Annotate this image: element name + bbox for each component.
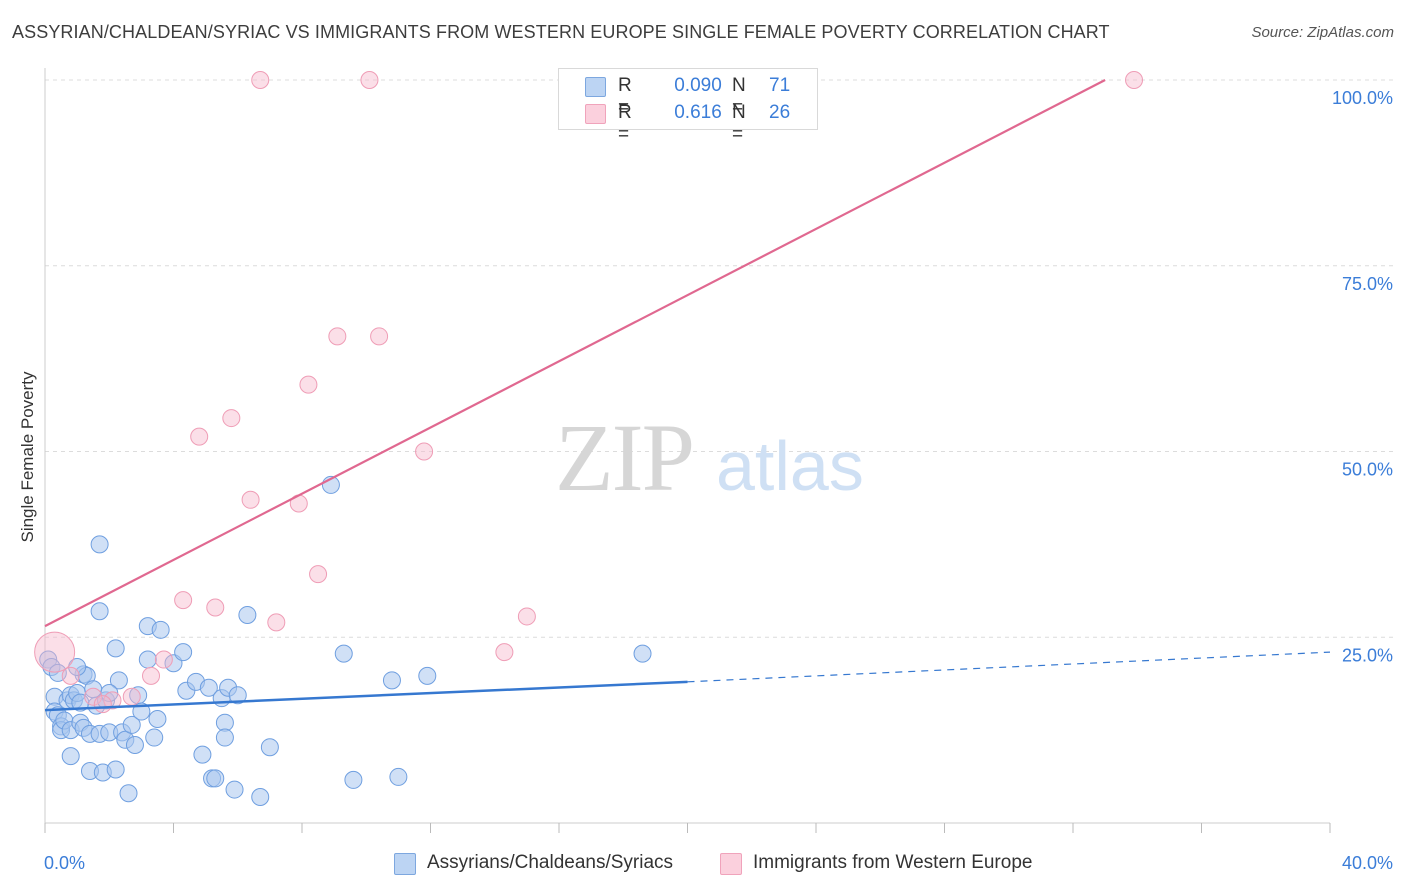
data-point-assyrian: [151, 620, 170, 639]
data-point-western-europe: [360, 71, 379, 89]
legend-n-value-western-europe: 26: [769, 102, 791, 123]
data-point-western-europe: [34, 631, 76, 673]
data-point-western-europe: [84, 687, 103, 706]
data-point-assyrian: [225, 780, 244, 799]
data-point-western-europe: [1125, 71, 1144, 89]
data-point-assyrian: [215, 728, 234, 747]
watermark-atlas: atlas: [716, 427, 864, 505]
data-point-assyrian: [389, 767, 408, 786]
data-point-assyrian: [228, 686, 247, 705]
data-point-assyrian: [90, 602, 109, 621]
data-point-assyrian: [418, 666, 437, 685]
data-point-western-europe: [61, 666, 80, 685]
trendline-western-europe: [44, 79, 1106, 628]
data-point-assyrian: [125, 735, 144, 754]
x-tick-label: 0.0%: [44, 853, 85, 873]
trendline-assyrian: [44, 680, 688, 712]
legend-r-value-assyrian: 0.090: [674, 75, 722, 96]
data-point-assyrian: [206, 769, 225, 788]
legend-n-label: N =: [732, 75, 746, 118]
data-point-western-europe: [495, 643, 514, 662]
legend-n-label: N =: [732, 102, 746, 145]
data-point-assyrian: [334, 644, 353, 663]
data-point-western-europe: [370, 327, 389, 346]
data-point-assyrian: [109, 671, 128, 690]
legend-n-value-assyrian: 71: [769, 75, 791, 96]
data-point-western-europe: [415, 442, 434, 461]
data-point-assyrian: [122, 715, 141, 734]
grid-layer: [45, 79, 1394, 638]
data-point-assyrian: [138, 650, 157, 669]
data-point-western-europe: [251, 71, 270, 89]
legend-r-value-western-europe: 0.616: [674, 102, 722, 123]
data-point-western-europe: [142, 666, 161, 685]
data-point-assyrian: [238, 605, 257, 624]
data-point-western-europe: [122, 687, 141, 706]
data-point-western-europe: [103, 691, 122, 710]
data-point-western-europe: [206, 598, 225, 617]
data-point-assyrian: [106, 760, 125, 779]
watermark-zip: ZIP: [555, 404, 693, 511]
data-point-western-europe: [328, 327, 347, 346]
chart-title: ASSYRIAN/CHALDEAN/SYRIAC VS IMMIGRANTS F…: [12, 22, 1110, 42]
y-tick-label: 75.0%: [1342, 274, 1393, 294]
y-tick-label: 25.0%: [1342, 645, 1393, 665]
data-point-assyrian: [193, 745, 212, 764]
data-point-western-europe: [154, 650, 173, 669]
legend-swatch-western-europe: [585, 104, 606, 124]
watermark: ZIP atlas: [555, 404, 864, 511]
data-point-western-europe: [241, 490, 260, 509]
legend-r-label: R =: [618, 102, 632, 145]
data-point-assyrian: [260, 738, 279, 757]
data-point-assyrian: [633, 644, 652, 663]
data-point-western-europe: [190, 427, 209, 446]
y-tick-label: 50.0%: [1342, 460, 1393, 480]
data-point-assyrian: [174, 643, 193, 662]
data-point-assyrian: [119, 784, 138, 803]
data-point-western-europe: [93, 695, 112, 714]
data-point-western-europe: [309, 565, 328, 584]
data-point-western-europe: [299, 375, 318, 394]
points-layer: [34, 71, 1144, 806]
data-point-assyrian: [382, 671, 401, 690]
legend-r-label: R =: [618, 75, 632, 118]
data-point-assyrian: [148, 709, 167, 728]
x-tick-label: 40.0%: [1342, 853, 1393, 873]
data-point-western-europe: [517, 607, 536, 626]
data-point-western-europe: [267, 613, 286, 632]
data-point-assyrian: [145, 728, 164, 747]
data-point-assyrian: [199, 678, 218, 697]
data-point-assyrian: [106, 639, 125, 658]
data-point-assyrian: [251, 787, 270, 806]
legend-swatch-assyrian: [585, 77, 606, 97]
data-point-western-europe: [222, 409, 241, 428]
axis-layer: [44, 68, 1331, 833]
data-point-assyrian: [90, 535, 109, 554]
y-tick-label: 100.0%: [1332, 88, 1393, 108]
bottom-legend-label-western-europe: Immigrants from Western Europe: [753, 852, 1033, 873]
data-point-western-europe: [174, 591, 193, 610]
trendline-assyrian-extension: [687, 651, 1331, 683]
tick-label-layer: 25.0% 50.0% 75.0% 100.0% 0.0% 40.0%: [44, 88, 1393, 873]
trend-layer: [44, 79, 1331, 712]
bottom-legend-swatch-assyrian: [394, 853, 416, 875]
data-point-assyrian: [132, 702, 151, 721]
data-point-assyrian: [344, 770, 363, 789]
bottom-legend-swatch-western-europe: [720, 853, 742, 875]
data-point-assyrian: [61, 747, 80, 766]
stats-legend: R = 0.090 N = 71 R = 0.616 N = 26: [558, 68, 818, 145]
bottom-legend-label-assyrian: Assyrians/Chaldeans/Syriacs: [427, 852, 674, 873]
chart-source: Source: ZipAtlas.com: [1251, 24, 1394, 41]
